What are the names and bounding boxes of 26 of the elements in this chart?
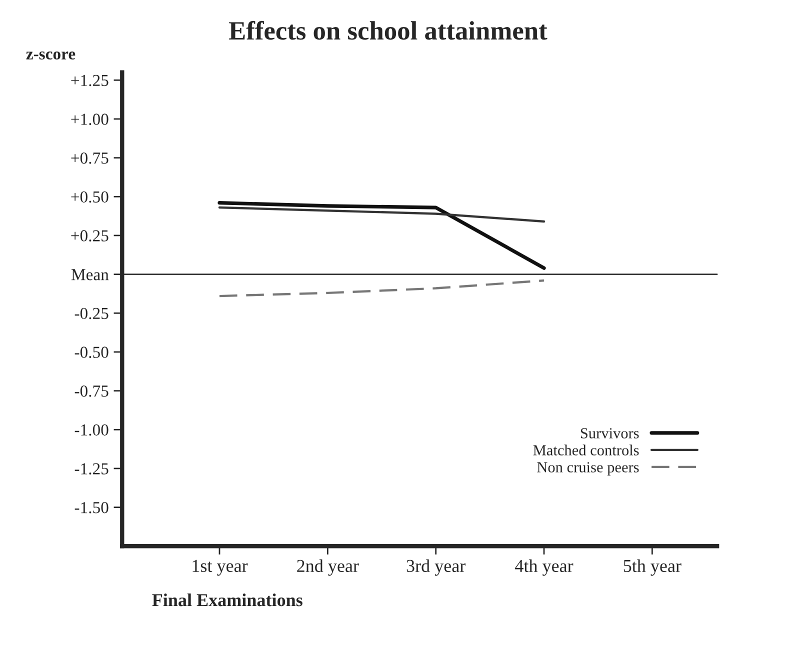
y-tick-label: -1.25: [74, 463, 108, 474]
y-tick-label: -0.50: [74, 346, 108, 358]
x-tick-label: 3rd year: [406, 559, 466, 576]
legend-label: Survivors: [580, 428, 639, 438]
y-tick-label: +1.25: [71, 74, 108, 86]
y-tick-label: +0.75: [71, 152, 108, 164]
line-series: [218, 201, 546, 270]
y-tick-label: +0.25: [71, 230, 108, 242]
y-tick-label: -1.00: [74, 424, 108, 436]
line-series: [218, 279, 546, 298]
line-series: [218, 206, 546, 223]
y-tick-label: Mean: [71, 269, 109, 280]
y-tick-label: +1.00: [71, 114, 108, 125]
x-tick-label: 4th year: [515, 559, 574, 576]
x-tick-label: 2nd year: [297, 559, 359, 576]
y-tick-label: +0.50: [71, 191, 108, 203]
legend-label: Non cruise peers: [537, 462, 639, 476]
y-tick-label: -0.75: [74, 386, 108, 397]
x-tick-label: 1st year: [192, 560, 248, 576]
y-tick-label: -0.25: [74, 308, 108, 320]
chart-title: Effects on school attainment: [228, 20, 548, 40]
legend-label: Matched controls: [533, 444, 639, 456]
y-tick-label: -1.50: [74, 502, 108, 514]
x-tick-label: 5th year: [624, 559, 682, 576]
y-axis-title: z-score: [26, 51, 76, 60]
x-axis-title: Final Examinations: [152, 594, 302, 606]
